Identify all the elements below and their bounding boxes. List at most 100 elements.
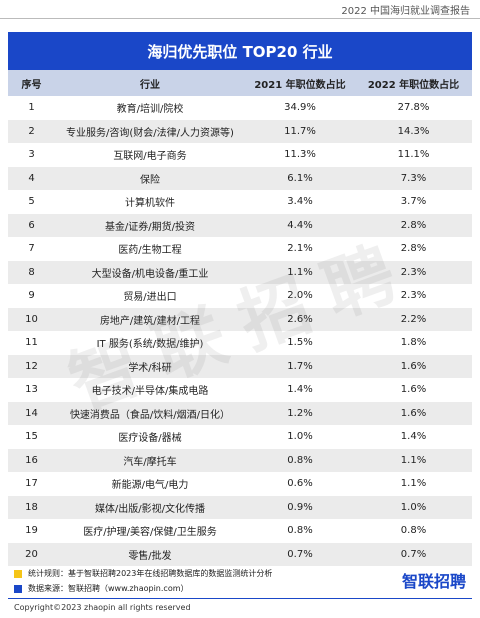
cell: 快速消费品（食品/饮料/烟酒/日化） xyxy=(69,409,231,421)
table-row: 13 电子技术/半导体/集成电路 1.4% 1.6% xyxy=(8,378,472,402)
cell: 13 xyxy=(25,384,38,396)
cell: 1.0% xyxy=(400,501,427,513)
table-row: 2 专业服务/咨询(财会/法律/人力资源等) 11.7% 14.3% xyxy=(8,119,472,143)
cell: 17 xyxy=(25,478,38,490)
cell: 2 xyxy=(28,125,35,137)
cell: 零售/批发 xyxy=(128,550,172,562)
cell: 1.6% xyxy=(400,384,427,396)
table-row: 12 学术/科研 1.7% 1.6% xyxy=(8,354,472,378)
table-row: 11 IT 服务(系统/数据/维护) 1.5% 1.8% xyxy=(8,331,472,355)
cell: 12 xyxy=(25,360,38,372)
footer-rule xyxy=(8,598,472,599)
cell: 1.1% xyxy=(400,454,427,466)
note-text: 统计规则：基于智联招聘2023年在线招聘数据库的数据监测统计分析 xyxy=(28,569,273,578)
cell: 34.9% xyxy=(284,102,316,114)
copyright: Copyright©2023 zhaopin all rights reserv… xyxy=(14,603,191,612)
cell: 18 xyxy=(25,501,38,513)
cell: 4 xyxy=(28,172,35,184)
cell: 15 xyxy=(25,431,38,443)
cell: 2.8% xyxy=(400,219,427,231)
cell: 5 xyxy=(28,196,35,208)
cell: 2.6% xyxy=(287,313,313,325)
cell: 4.4% xyxy=(287,219,313,231)
cell: 新能源/电气/电力 xyxy=(111,480,189,492)
note-text: 数据来源：智联招聘（www.zhaopin.com） xyxy=(28,584,189,593)
table-row: 6 基金/证券/期货/投资 4.4% 2.8% xyxy=(8,213,472,237)
cell: 7.3% xyxy=(400,172,427,184)
column-header: 序号 xyxy=(21,79,42,91)
cell: 19 xyxy=(25,525,38,537)
cell: 1 xyxy=(28,102,35,114)
cell: 11.7% xyxy=(284,125,316,137)
cell: 3.4% xyxy=(287,196,313,208)
cell: 14.3% xyxy=(397,125,430,137)
cell: 0.8% xyxy=(400,525,427,537)
cell: 1.5% xyxy=(287,337,313,349)
cell: 1.6% xyxy=(400,407,427,419)
table-row: 19 医疗/护理/美容/保健/卫生服务 0.8% 0.8% xyxy=(8,519,472,543)
cell: 媒体/出版/影视/文化传播 xyxy=(94,503,206,515)
cell: 2.1% xyxy=(287,243,313,255)
table-row: 8 大型设备/机电设备/重工业 1.1% 2.3% xyxy=(8,260,472,284)
note: 数据来源：智联招聘（www.zhaopin.com） xyxy=(14,583,189,594)
cell: IT 服务(系统/数据/维护) xyxy=(96,339,204,351)
table-row: 7 医药/生物工程 2.1% 2.8% xyxy=(8,237,472,261)
cell: 房地产/建筑/建材/工程 xyxy=(99,315,201,327)
column-header: 2021 年职位数占比 xyxy=(254,79,346,91)
cell: 计算机软件 xyxy=(125,198,175,210)
cell: 1.0% xyxy=(287,431,313,443)
table-row: 16 汽车/摩托车 0.8% 1.1% xyxy=(8,448,472,472)
cell: 贸易/进出口 xyxy=(123,292,177,304)
cell: 教育/培训/院校 xyxy=(116,104,184,116)
cell: 1.4% xyxy=(287,384,313,396)
cell: 专业服务/咨询(财会/法律/人力资源等) xyxy=(66,127,234,139)
table-title: 海归优先职位 TOP20 行业 xyxy=(8,32,472,70)
cell: 医疗设备/器械 xyxy=(118,433,182,445)
table-row: 20 零售/批发 0.7% 0.7% xyxy=(8,542,472,566)
cell: 医药/生物工程 xyxy=(118,245,182,257)
cell: 1.1% xyxy=(287,266,313,278)
table-row: 9 贸易/进出口 2.0% 2.3% xyxy=(8,284,472,308)
table-row: 4 保险 6.1% 7.3% xyxy=(8,166,472,190)
table-row: 5 计算机软件 3.4% 3.7% xyxy=(8,190,472,214)
cell: 0.7% xyxy=(400,548,427,560)
cell: 6.1% xyxy=(287,172,313,184)
cell: 10 xyxy=(25,313,38,325)
cell: 学术/科研 xyxy=(128,362,172,374)
cell: 16 xyxy=(25,454,38,466)
cell: 8 xyxy=(28,266,35,278)
cell: 保险 xyxy=(140,174,160,186)
cell: 2.2% xyxy=(400,313,427,325)
cell: 6 xyxy=(28,219,35,231)
cell: 27.8% xyxy=(397,102,430,114)
cell: 3.7% xyxy=(400,196,427,208)
cell: 医疗/护理/美容/保健/卫生服务 xyxy=(83,527,217,539)
cell: 7 xyxy=(28,243,35,255)
cell: 11 xyxy=(25,337,38,349)
table: 序号 行业 2021 年职位数占比 2022 年职位数占比 1 教育/培训/院校 34.9%… xyxy=(8,70,472,566)
header-rule xyxy=(0,18,480,19)
cell: 1.4% xyxy=(400,431,427,443)
cell: 14 xyxy=(25,407,38,419)
table-row: 14 快速消费品（食品/饮料/烟酒/日化） 1.2% 1.6% xyxy=(8,401,472,425)
cell: 11.1% xyxy=(397,149,430,161)
header-row: 序号 行业 2021 年职位数占比 2022 年职位数占比 xyxy=(8,70,472,96)
cell: 0.7% xyxy=(287,548,313,560)
logo: 智联招聘 xyxy=(401,572,466,591)
cell: 1.6% xyxy=(400,360,427,372)
cell: 1.7% xyxy=(287,360,313,372)
cell: 2.0% xyxy=(287,290,313,302)
cell: 互联网/电子商务 xyxy=(113,151,187,163)
table-row: 1 教育/培训/院校 34.9% 27.8% xyxy=(8,96,472,120)
cell: 2.8% xyxy=(400,243,427,255)
cell: 0.9% xyxy=(287,501,313,513)
cell: 基金/证券/期货/投资 xyxy=(104,221,196,233)
note: 统计规则：基于智联招聘2023年在线招聘数据库的数据监测统计分析 xyxy=(14,568,272,579)
report-header: 2022 中国海归就业调查报告 xyxy=(341,6,470,17)
column-header: 行业 xyxy=(140,79,160,91)
column-header: 2022 年职位数占比 xyxy=(367,79,460,91)
cell: 1.2% xyxy=(287,407,313,419)
cell: 11.3% xyxy=(284,149,316,161)
table-row: 18 媒体/出版/影视/文化传播 0.9% 1.0% xyxy=(8,495,472,519)
